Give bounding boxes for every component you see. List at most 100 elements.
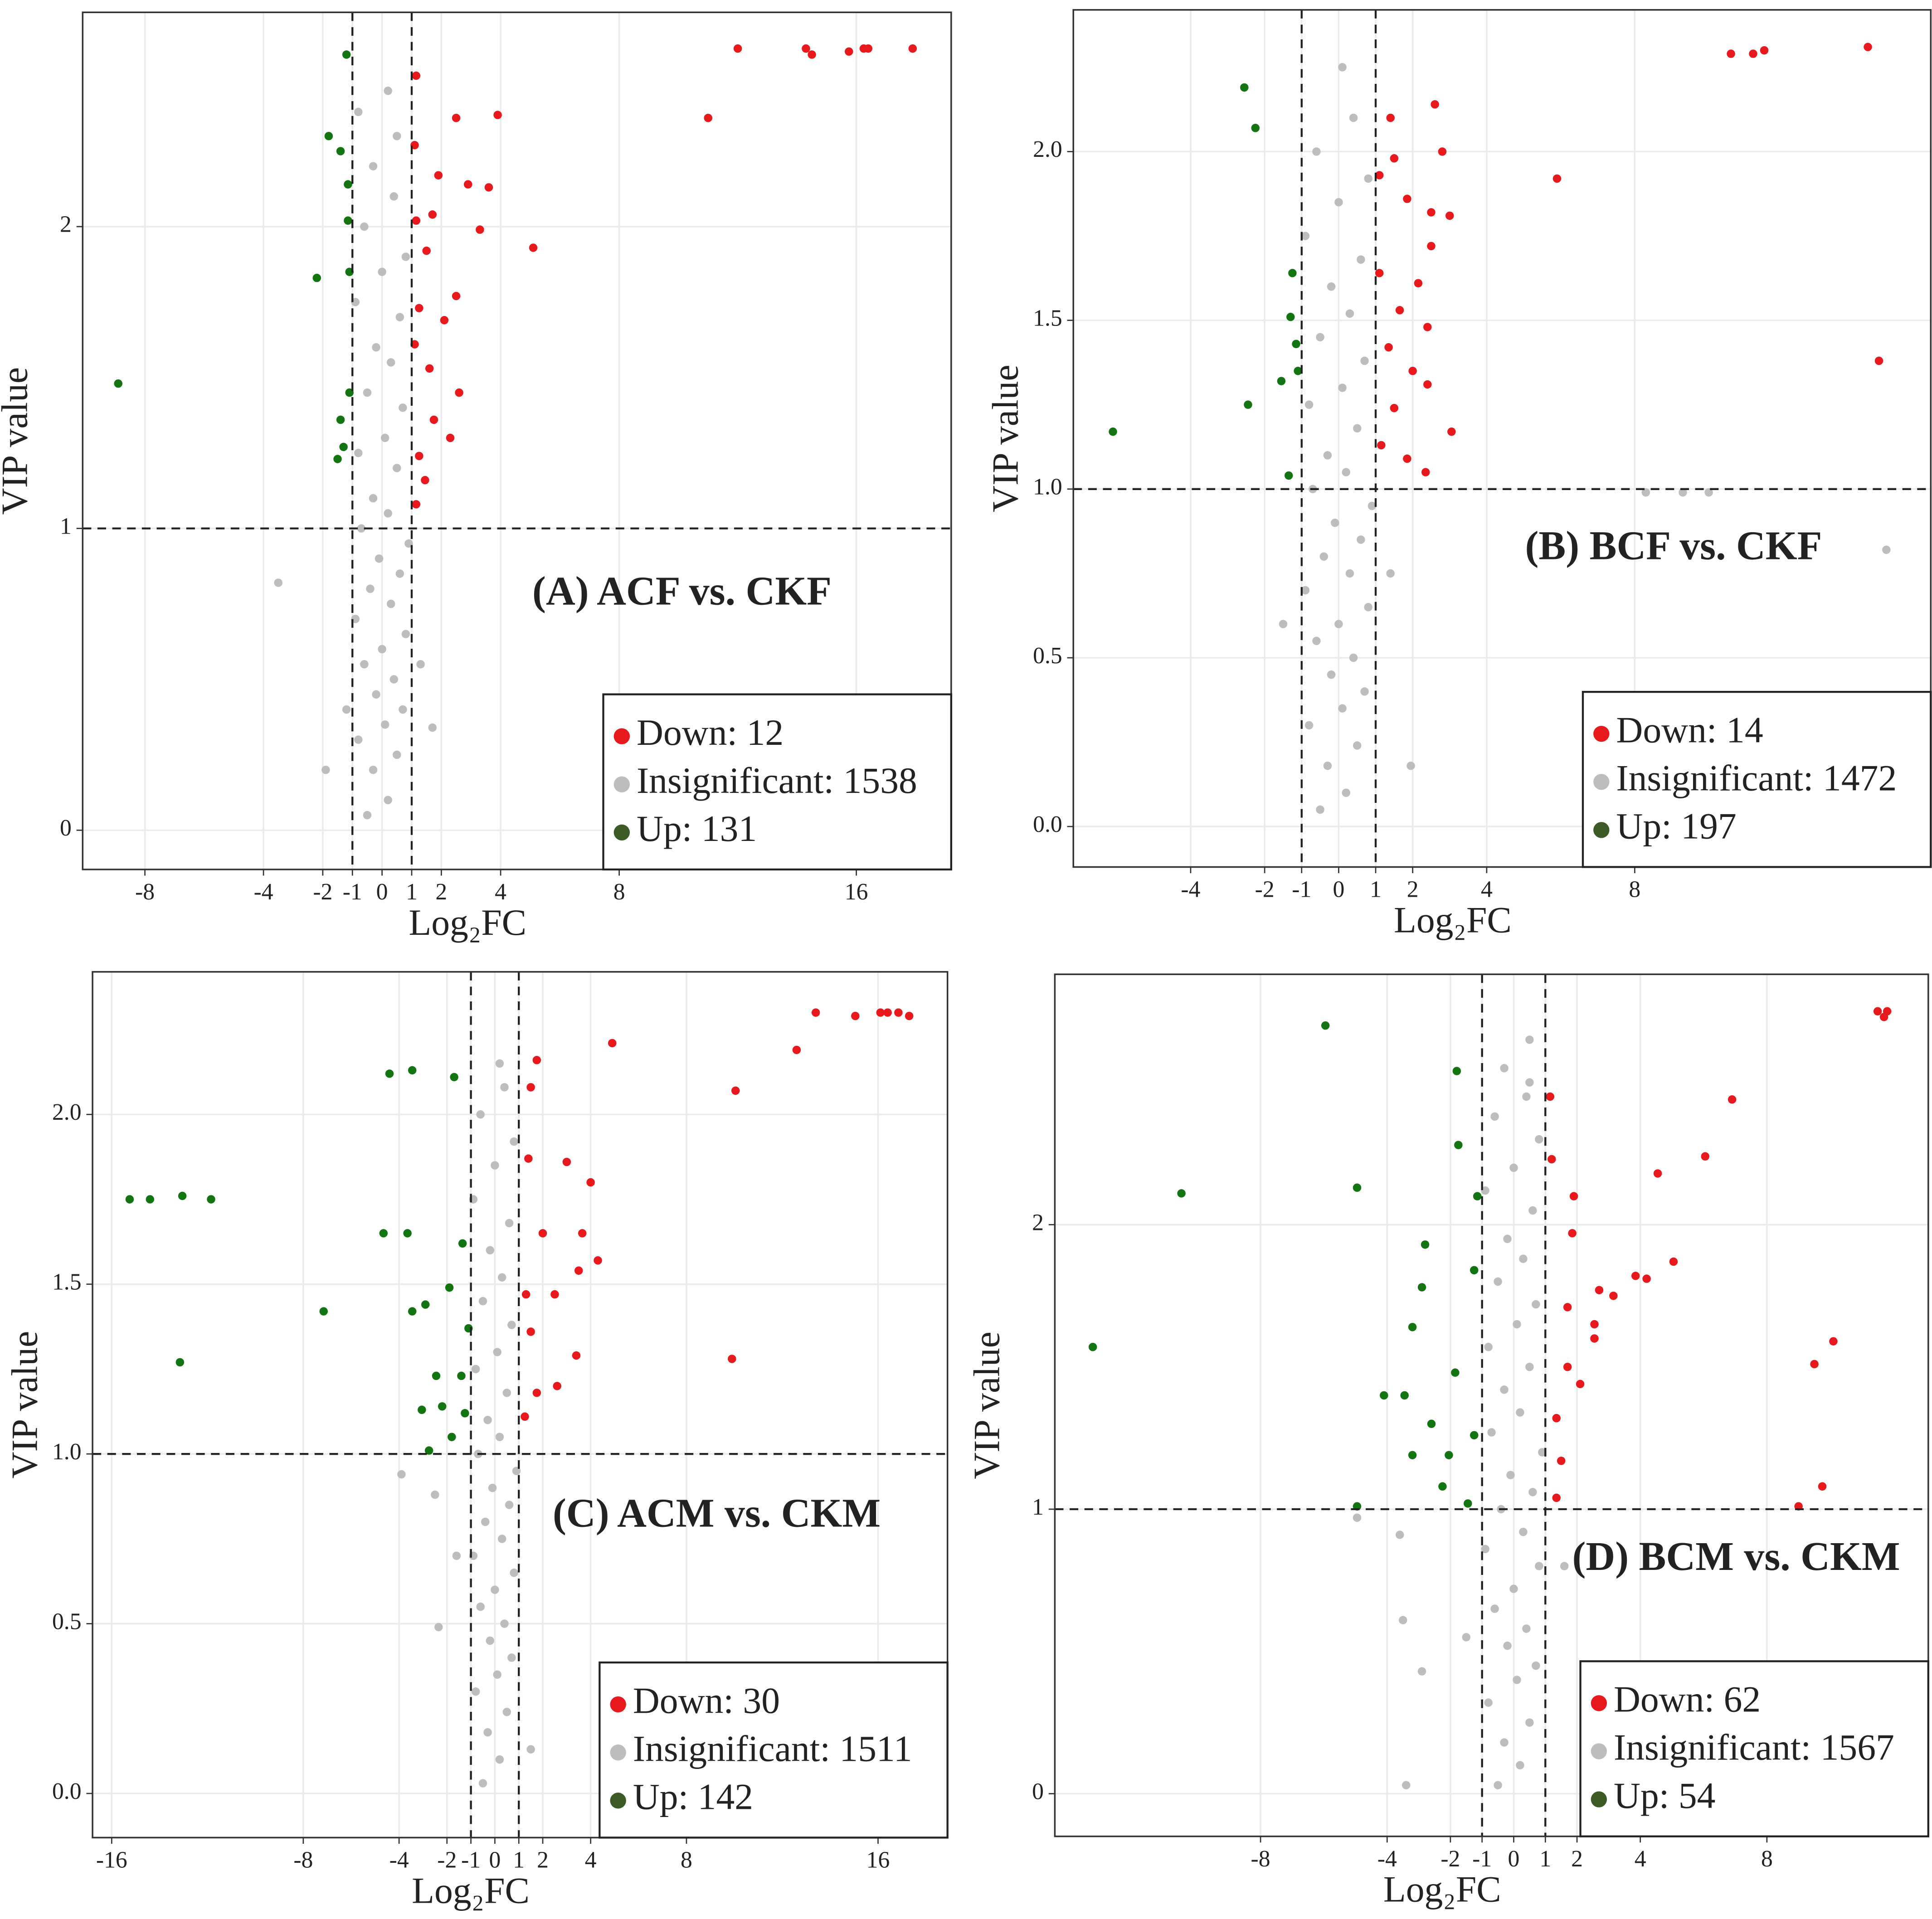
legend-label: Down: 30 [633,1680,780,1721]
data-point [478,1779,487,1788]
data-point [1470,1266,1479,1275]
data-point [505,1501,514,1509]
data-point [428,210,437,219]
data-point [481,1517,490,1526]
legend-swatch [1591,1695,1607,1711]
data-point [1525,1078,1534,1087]
x-tick-label: -2 [437,1847,457,1873]
data-point [452,291,461,301]
data-point [434,1623,443,1632]
data-point [493,1670,501,1679]
data-point [424,1446,433,1455]
data-point [1519,1254,1528,1263]
x-axis-label: Log₂FC [1394,899,1512,940]
data-point [1353,424,1362,433]
data-point [524,1154,533,1163]
legend-box [599,1661,949,1839]
data-point [476,225,484,234]
data-point [321,765,330,774]
y-tick-label: 1.0 [1033,474,1062,500]
data-point [1375,269,1384,277]
data-point [1522,1624,1531,1633]
data-point [1345,309,1354,318]
legend-label: Up: 131 [637,808,757,849]
data-point [1749,49,1757,58]
data-point [1342,468,1350,476]
data-point [1679,488,1687,497]
data-point [532,1389,541,1397]
data-point [1312,636,1321,645]
data-point [428,723,437,732]
data-point [389,675,399,684]
data-point [354,107,363,117]
data-point [1701,1152,1710,1161]
data-point [1509,1584,1518,1593]
x-tick-label: 2 [1407,877,1419,903]
data-point [1349,653,1358,662]
data-point [114,379,123,388]
data-point [386,599,395,608]
data-point [1390,154,1399,163]
data-point [1438,147,1447,156]
legend-swatch [610,1696,626,1713]
data-point [369,765,378,774]
x-tick-label: -2 [1255,877,1275,903]
data-point [1109,427,1117,436]
plot-frame [1054,973,1929,1837]
data-point [421,476,429,485]
x-tick-label: 8 [1629,877,1640,903]
data-point [448,1433,456,1441]
x-tick-label: -4 [254,879,273,905]
data-point [562,1157,571,1166]
data-point [1447,427,1456,436]
y-tick-label: 2 [1032,1210,1044,1235]
data-point [1452,1067,1461,1075]
data-point [1384,343,1393,352]
legend-swatch [1593,774,1610,790]
data-point [450,1073,458,1082]
data-point [1427,242,1436,251]
data-point [476,1602,485,1611]
data-point [908,44,917,53]
data-point [510,1137,518,1146]
data-point [1319,552,1329,561]
data-point [333,455,342,463]
x-tick-label: 4 [495,879,506,905]
data-point [704,113,713,122]
data-point [478,1297,487,1306]
data-point [1364,603,1372,612]
data-point [495,1059,504,1068]
data-point [363,811,372,820]
x-tick-label: 1 [513,1847,525,1873]
data-point [894,1008,903,1017]
data-point [1552,1414,1561,1423]
data-point [1251,124,1260,132]
data-point [357,524,366,533]
data-point [574,1266,583,1275]
data-point [505,1219,514,1228]
data-point [1240,83,1249,92]
data-point [521,1290,530,1299]
panel: -16 -8 -4 -2 -1 0 1 2 4 8 16 0.0 0.5 1.0 1.5 2.0 (C) ACM… [4,971,949,1911]
data-point [1641,488,1650,497]
panel: -4 -2 -1 0 1 2 4 8 0.0 0.5 1.0 1.5 2.0 (B) BCF vs. CK… [984,9,1932,940]
data-point [1727,49,1735,58]
data-point [1403,194,1411,203]
data-point [1402,1781,1411,1790]
data-point [344,180,352,189]
data-point [1590,1320,1599,1329]
data-point [876,1008,885,1017]
data-point [1177,1189,1186,1198]
legend-swatch [1593,725,1610,742]
x-tick-label: -1 [461,1847,481,1873]
y-tick-label: 0.5 [52,1608,82,1634]
data-point [1357,535,1365,544]
legend-label: Down: 62 [1614,1679,1761,1720]
data-point [1398,1616,1407,1625]
data-point [1494,1277,1502,1286]
data-point [399,705,407,714]
legend-label: Insignificant: 1511 [633,1728,912,1769]
data-point [1377,441,1386,450]
legend-label: Insignificant: 1567 [1614,1727,1894,1768]
